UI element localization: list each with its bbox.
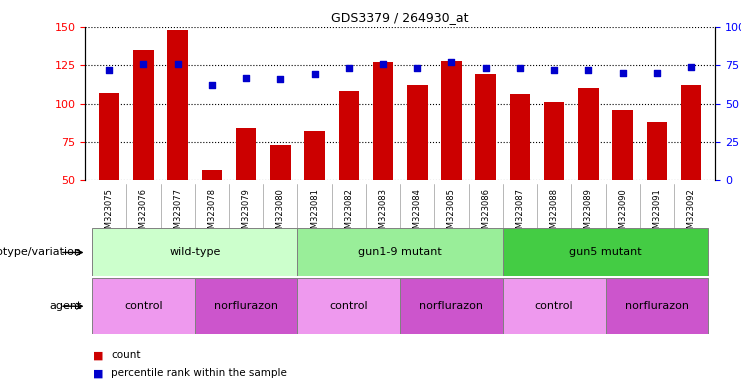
Bar [202,170,222,180]
Text: norflurazon: norflurazon [419,301,483,311]
Bar [476,74,496,180]
Bar [270,145,290,180]
Text: GSM323080: GSM323080 [276,188,285,239]
Text: GSM323092: GSM323092 [687,188,696,239]
Text: GSM323082: GSM323082 [345,188,353,239]
Point [548,67,560,73]
Point [582,67,594,73]
Bar [297,228,503,276]
Point [514,65,526,71]
Point [240,74,252,81]
Text: GSM323086: GSM323086 [481,188,491,239]
Bar [339,91,359,180]
Text: GSM323089: GSM323089 [584,188,593,239]
Text: GSM323076: GSM323076 [139,188,148,239]
Text: GSM323091: GSM323091 [652,188,662,239]
Bar [92,228,297,276]
Point [172,61,184,67]
Text: percentile rank within the sample: percentile rank within the sample [111,368,287,378]
Text: agent: agent [49,301,82,311]
Bar [647,122,667,180]
Text: GSM323079: GSM323079 [242,188,250,239]
Point [103,67,115,73]
Text: ■: ■ [93,368,103,378]
Bar [133,50,153,180]
Bar [305,131,325,180]
Point [274,76,286,82]
Point [651,70,662,76]
Text: norflurazon: norflurazon [625,301,689,311]
Bar [612,110,633,180]
Text: control: control [330,301,368,311]
Point [479,65,491,71]
Text: GSM323084: GSM323084 [413,188,422,239]
Text: control: control [124,301,163,311]
Text: control: control [535,301,574,311]
Point [206,82,218,88]
Point [309,71,321,78]
Bar [681,85,702,180]
Bar [578,88,599,180]
Bar [195,278,297,334]
Bar [407,85,428,180]
Text: wild-type: wild-type [169,247,220,258]
Bar [236,128,256,180]
Text: ■: ■ [93,350,103,360]
Text: GSM323078: GSM323078 [207,188,216,239]
Bar [503,228,708,276]
Text: GSM323087: GSM323087 [516,188,525,239]
Bar [441,61,462,180]
Bar [503,278,605,334]
Point [138,61,150,67]
Bar [544,102,565,180]
Bar [297,278,400,334]
Text: GSM323075: GSM323075 [104,188,113,239]
Bar [167,30,188,180]
Point [377,61,389,67]
Bar [373,62,393,180]
Point [445,59,457,65]
Text: GSM323085: GSM323085 [447,188,456,239]
Title: GDS3379 / 264930_at: GDS3379 / 264930_at [331,11,469,24]
Bar [400,278,503,334]
Text: genotype/variation: genotype/variation [0,247,82,258]
Text: gun5 mutant: gun5 mutant [569,247,642,258]
Text: norflurazon: norflurazon [214,301,278,311]
Text: GSM323088: GSM323088 [550,188,559,239]
Text: GSM323081: GSM323081 [310,188,319,239]
Point [411,65,423,71]
Point [617,70,628,76]
Bar [510,94,531,180]
Bar [92,278,195,334]
Text: GSM323090: GSM323090 [618,188,627,239]
Text: GSM323083: GSM323083 [379,188,388,239]
Point [685,64,697,70]
Point [343,65,355,71]
Bar [99,93,119,180]
Text: GSM323077: GSM323077 [173,188,182,239]
Bar [605,278,708,334]
Text: gun1-9 mutant: gun1-9 mutant [358,247,442,258]
Text: count: count [111,350,141,360]
